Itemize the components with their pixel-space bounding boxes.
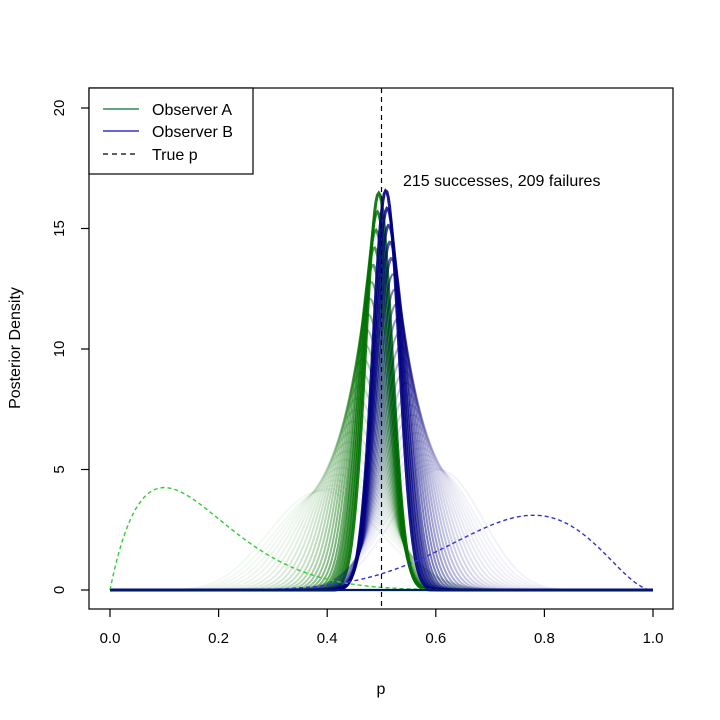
x-axis: 0.0 0.2 0.4 0.6 0.8 1.0 [100, 608, 664, 647]
legend-label-observer-b: Observer B [152, 124, 233, 141]
x-tick-label: 1.0 [643, 630, 664, 647]
legend-label-true-p: True p [152, 147, 198, 164]
x-tick-label: 0.8 [534, 630, 555, 647]
y-tick-label: 15 [51, 220, 68, 237]
y-tick-label: 20 [51, 100, 68, 117]
x-tick-label: 0.6 [425, 630, 446, 647]
y-axis: 0 5 10 15 20 [51, 100, 89, 594]
annotation-label: 215 successes, 209 failures [403, 173, 600, 190]
y-axis-title: Posterior Density [7, 287, 24, 409]
y-tick-label: 5 [51, 465, 68, 473]
legend: Observer A Observer B True p [88, 87, 254, 175]
y-tick-label: 10 [51, 341, 68, 358]
legend-label-observer-a: Observer A [152, 102, 232, 119]
x-axis-title: p [377, 681, 386, 698]
x-tick-label: 0.4 [317, 630, 338, 647]
x-tick-label: 0.0 [100, 630, 121, 647]
y-tick-label: 0 [51, 586, 68, 594]
x-tick-label: 0.2 [208, 630, 229, 647]
